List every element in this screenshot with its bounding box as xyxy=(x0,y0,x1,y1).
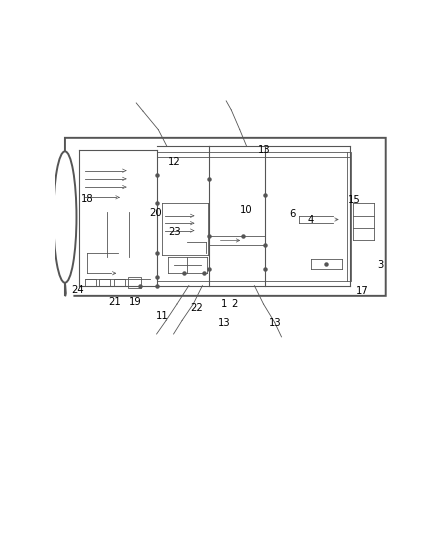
Text: 24: 24 xyxy=(71,285,84,295)
Text: 3: 3 xyxy=(378,260,384,270)
Text: 13: 13 xyxy=(268,318,281,327)
Text: 6: 6 xyxy=(289,209,296,219)
Text: 13: 13 xyxy=(258,145,271,155)
Bar xyxy=(99,279,110,286)
Text: 19: 19 xyxy=(129,297,142,307)
Text: 2: 2 xyxy=(231,299,238,309)
Text: 10: 10 xyxy=(240,205,253,215)
Bar xyxy=(85,279,96,286)
Bar xyxy=(128,277,141,288)
Ellipse shape xyxy=(53,151,77,282)
Text: 15: 15 xyxy=(348,195,360,205)
Text: 12: 12 xyxy=(168,157,180,167)
Text: 21: 21 xyxy=(108,297,120,307)
Text: 23: 23 xyxy=(168,227,180,237)
Text: 1: 1 xyxy=(221,299,228,309)
Text: 11: 11 xyxy=(156,311,169,321)
Text: 20: 20 xyxy=(149,207,162,217)
Text: 17: 17 xyxy=(356,286,369,295)
Text: 4: 4 xyxy=(308,215,314,225)
Text: 22: 22 xyxy=(190,303,203,313)
Bar xyxy=(114,279,125,286)
Text: 13: 13 xyxy=(218,318,231,327)
Text: 18: 18 xyxy=(81,193,93,204)
